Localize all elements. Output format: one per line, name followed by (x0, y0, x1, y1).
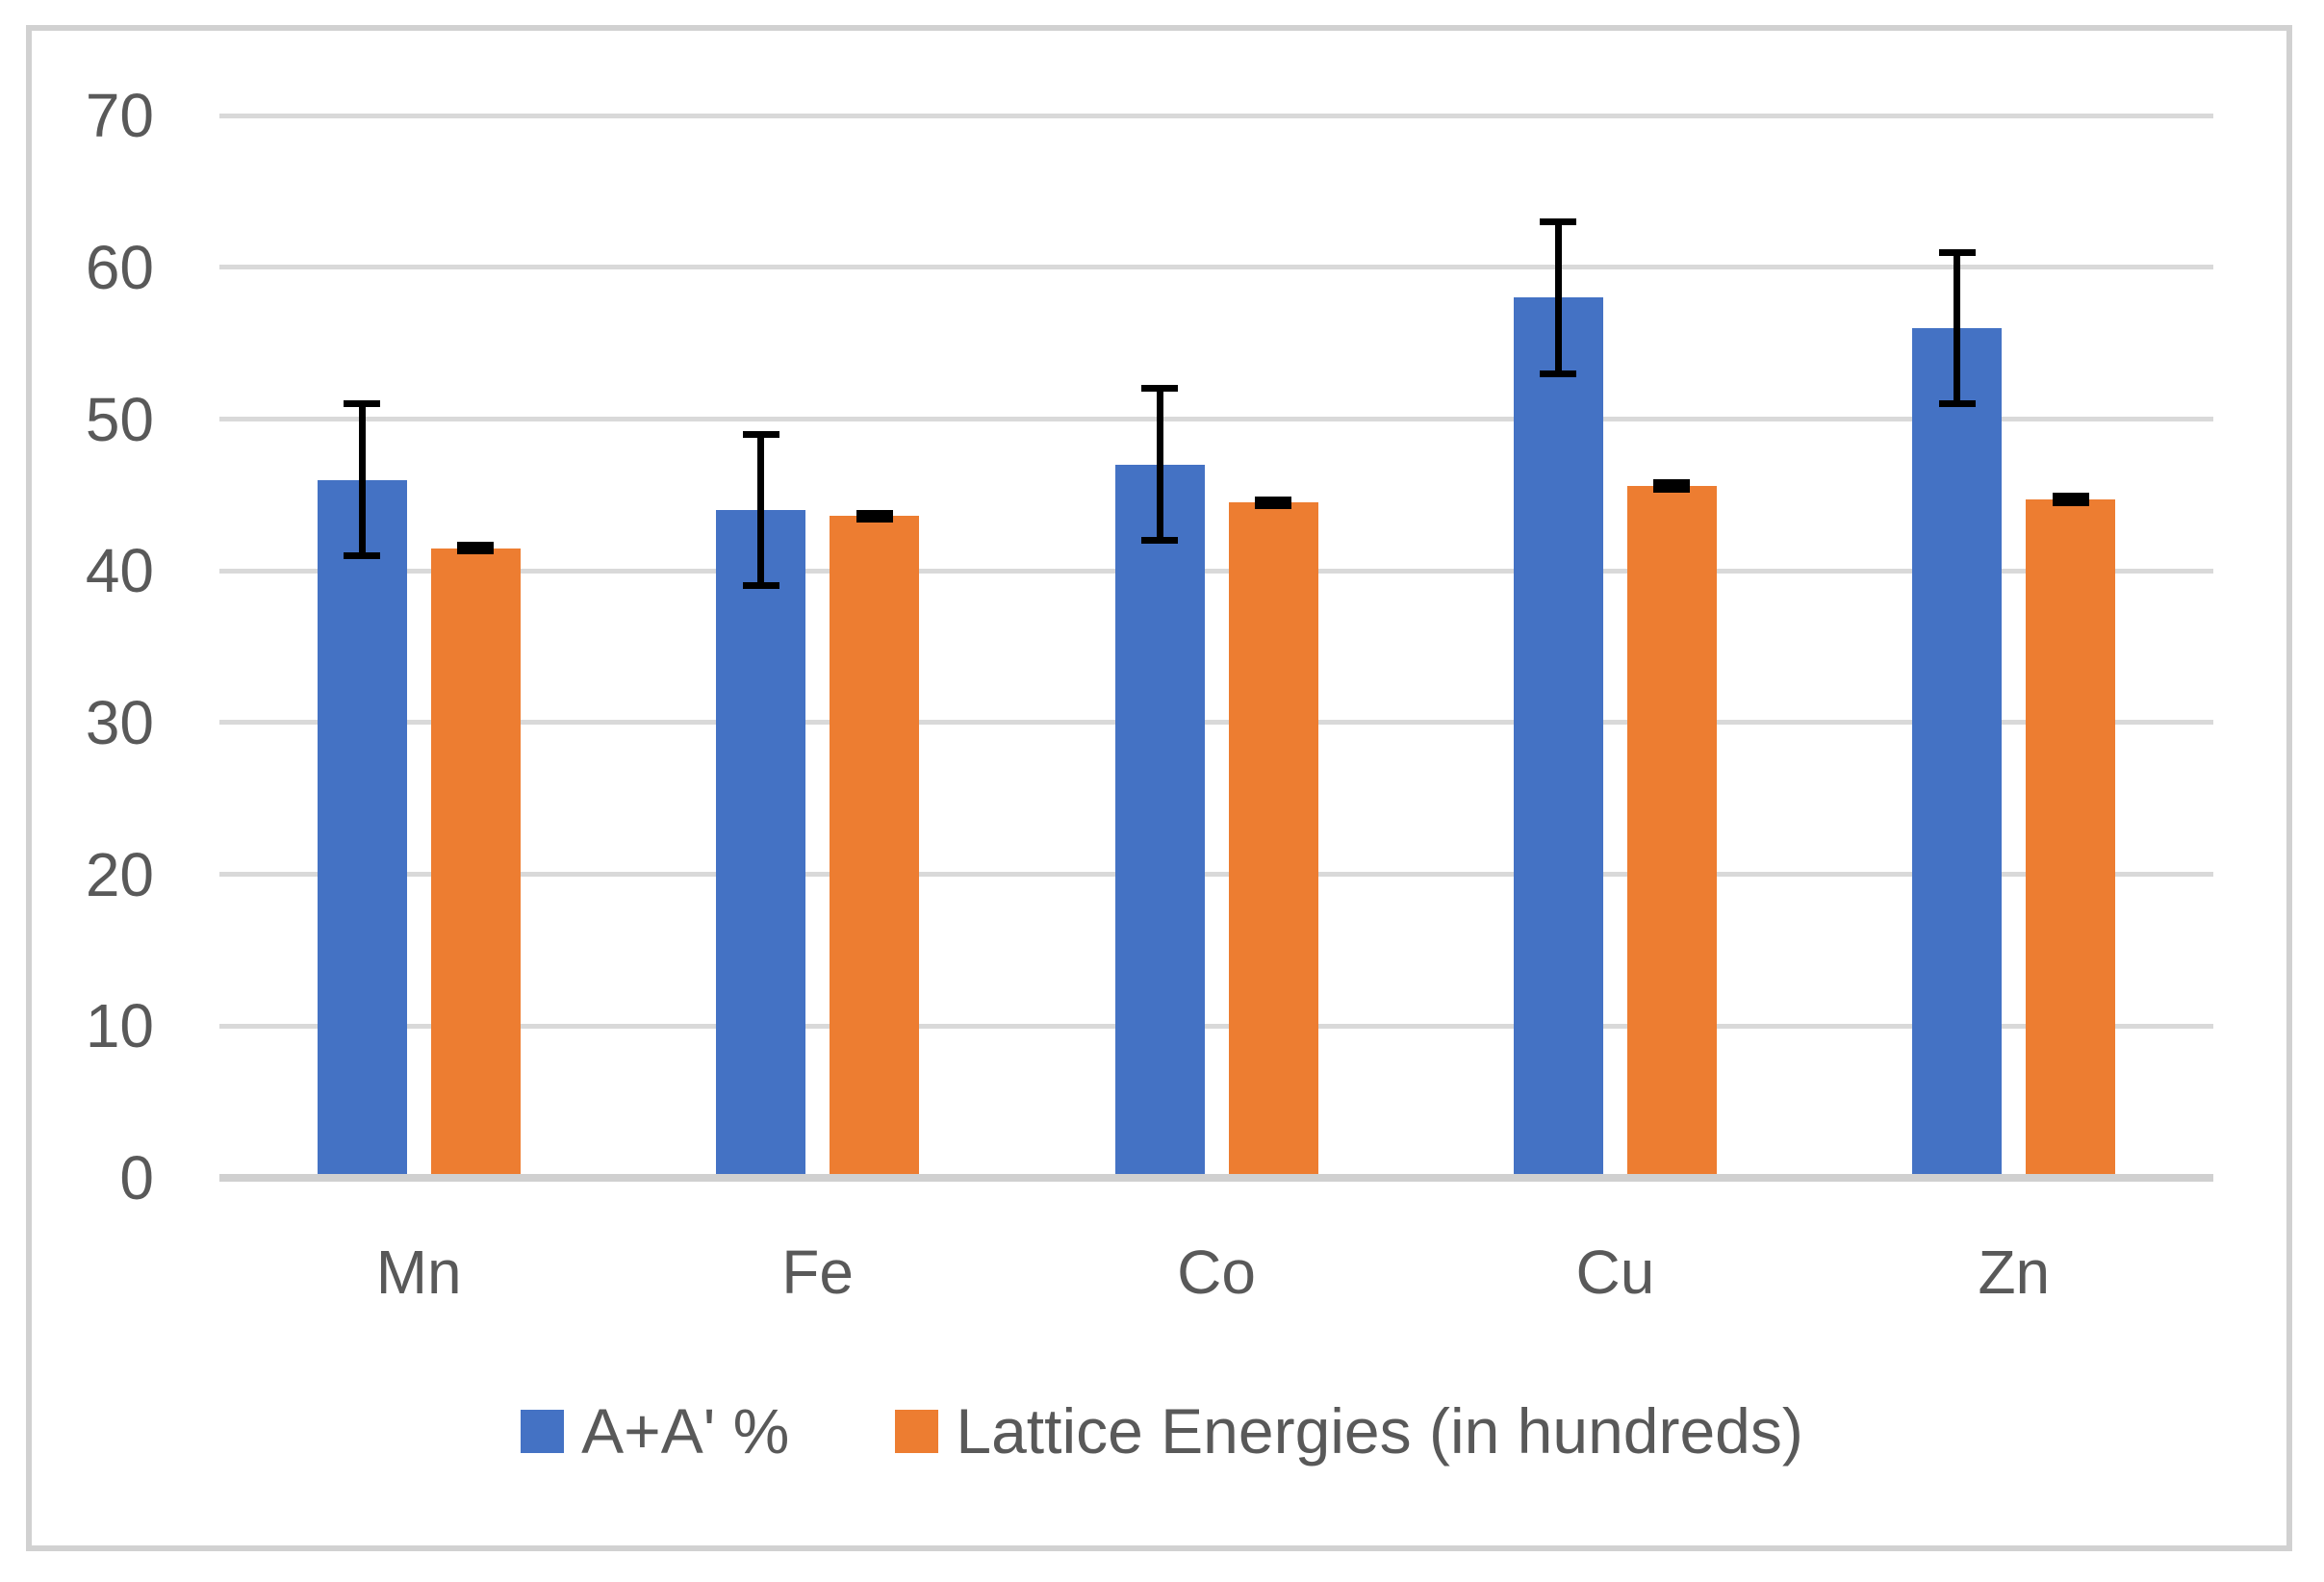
error-bar-line-co-s1 (1156, 388, 1163, 541)
y-tick-label-10: 10 (85, 991, 154, 1061)
error-bar-line-mn-s1 (358, 403, 366, 556)
error-bar-cap-top-fe-s2 (856, 509, 893, 517)
x-tick-label-fe: Fe (781, 1238, 854, 1307)
bar-a-a--mn (317, 479, 407, 1174)
bar-a-a--co (1114, 464, 1205, 1174)
y-tick-label-40: 40 (85, 536, 154, 606)
error-bar-cap-top-cu-s2 (1653, 479, 1691, 487)
error-bar-cap-top-zn-s1 (1938, 248, 1976, 256)
legend-item-series-1: A+A' % (521, 1397, 789, 1465)
chart-outer-border (26, 25, 2292, 1551)
error-bar-cap-bottom-zn-s1 (1938, 400, 1976, 408)
error-bar-cap-bottom-cu-s1 (1540, 370, 1577, 377)
error-bar-cap-bottom-cu-s2 (1653, 485, 1691, 493)
y-tick-label-70: 70 (85, 81, 154, 151)
error-bar-cap-bottom-mn-s2 (457, 548, 495, 555)
bar-lattice-energies-in-hundreds--co (1228, 502, 1318, 1174)
legend-label-series-2: Lattice Energies (in hundreds) (956, 1395, 1803, 1467)
x-tick-label-zn: Zn (1978, 1238, 2051, 1307)
y-tick-label-30: 30 (85, 687, 154, 757)
gridline-y-50 (219, 417, 2213, 421)
error-bar-cap-top-co-s2 (1255, 496, 1291, 503)
error-bar-cap-top-mn-s1 (344, 400, 381, 408)
error-bar-cap-top-fe-s1 (742, 430, 779, 438)
legend-swatch-orange (895, 1409, 939, 1453)
y-tick-label-0: 0 (119, 1143, 154, 1212)
x-tick-label-mn: Mn (375, 1238, 462, 1307)
error-bar-cap-top-mn-s2 (457, 541, 495, 549)
error-bar-cap-top-cu-s1 (1540, 217, 1577, 225)
x-axis-line (219, 1174, 2213, 1182)
bar-a-a--zn (1912, 327, 2003, 1174)
bar-lattice-energies-in-hundreds--zn (2026, 499, 2116, 1174)
bar-a-a--cu (1513, 297, 1603, 1174)
x-tick-label-cu: Cu (1575, 1238, 1655, 1307)
x-tick-label-co: Co (1177, 1238, 1256, 1307)
legend-label-series-1: A+A' % (581, 1395, 790, 1467)
bar-lattice-energies-in-hundreds--fe (830, 516, 920, 1174)
error-bar-cap-top-co-s1 (1141, 385, 1178, 393)
error-bar-cap-bottom-mn-s1 (344, 551, 381, 559)
error-bar-cap-bottom-fe-s2 (856, 516, 893, 523)
gridline-y-10 (219, 1023, 2213, 1029)
y-tick-label-20: 20 (85, 839, 154, 909)
gridline-y-60 (219, 265, 2213, 270)
bar-lattice-energies-in-hundreds--cu (1626, 485, 1717, 1174)
legend-item-series-2: Lattice Energies (in hundreds) (895, 1397, 1803, 1465)
error-bar-cap-bottom-co-s1 (1141, 537, 1178, 545)
legend: A+A' % Lattice Energies (in hundreds) (0, 1397, 2324, 1465)
y-tick-label-50: 50 (85, 384, 154, 454)
bar-a-a--fe (716, 510, 806, 1174)
y-tick-label-60: 60 (85, 232, 154, 302)
legend-swatch-blue (521, 1409, 565, 1453)
gridline-y-40 (219, 568, 2213, 574)
error-bar-cap-bottom-fe-s1 (742, 582, 779, 590)
error-bar-line-zn-s1 (1954, 252, 1961, 404)
gridline-y-20 (219, 872, 2213, 878)
error-bar-line-cu-s1 (1554, 221, 1562, 374)
error-bar-cap-bottom-co-s2 (1255, 501, 1291, 509)
gridline-y-70 (219, 113, 2213, 118)
error-bar-cap-bottom-zn-s2 (2052, 498, 2089, 506)
error-bar-line-fe-s1 (757, 434, 765, 586)
gridline-y-30 (219, 720, 2213, 726)
bar-lattice-energies-in-hundreds--mn (430, 548, 521, 1174)
error-bar-cap-top-zn-s2 (2052, 493, 2089, 500)
